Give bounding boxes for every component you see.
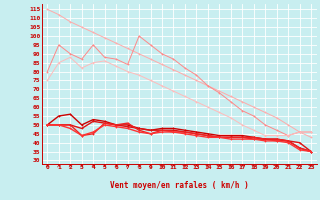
X-axis label: Vent moyen/en rafales ( km/h ): Vent moyen/en rafales ( km/h ) bbox=[110, 182, 249, 190]
